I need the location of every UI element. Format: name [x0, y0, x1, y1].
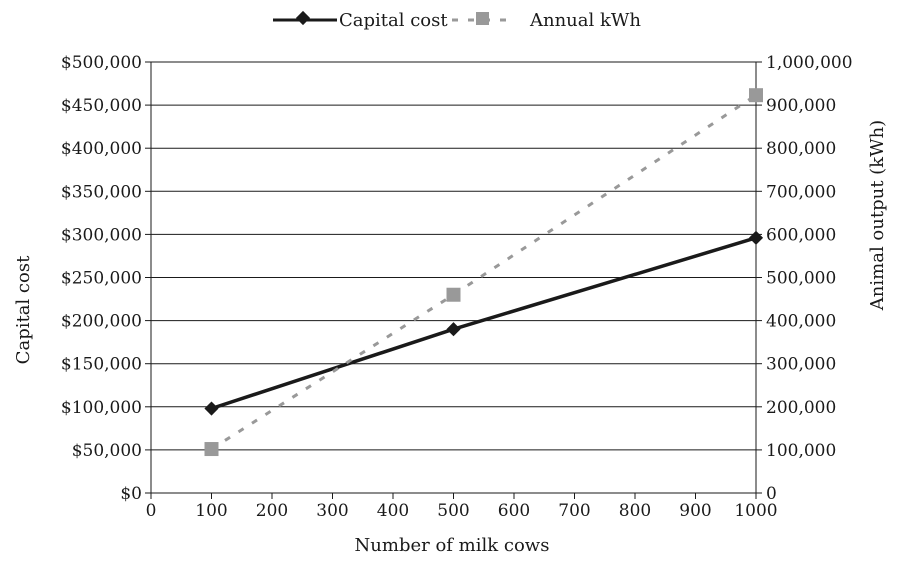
data-point-annual-kwh — [749, 88, 763, 103]
data-point-annual-kwh — [204, 442, 219, 457]
y-right-tick-label: 700,000 — [766, 182, 836, 202]
y-right-tick-labels: 0 100,000 200,000 300,000 400,000 500,000 600,… — [766, 53, 853, 504]
x-tick-labels: 0 100 200 300 400 500 600 700 800 900 1000 — [146, 501, 778, 521]
legend-annual-kwh-marker — [476, 12, 489, 25]
gridlines — [151, 61, 756, 451]
legend: Capital cost Annual kWh — [273, 10, 641, 31]
axes — [145, 61, 762, 499]
x-tick-label: 700 — [558, 501, 590, 521]
y-right-tick-label: 400,000 — [766, 312, 836, 332]
y-left-tick-label: $250,000 — [61, 269, 142, 289]
y-left-tick-label: $450,000 — [61, 96, 142, 116]
data-point-capital-cost — [748, 230, 764, 245]
y-right-tick-label: 0 — [766, 484, 777, 504]
x-axis-title: Number of milk cows — [355, 535, 550, 556]
x-tick-label: 200 — [256, 501, 288, 521]
y-right-tick-label: 600,000 — [766, 225, 836, 245]
x-tick-label: 300 — [316, 501, 348, 521]
y-left-tick-label: $200,000 — [61, 312, 142, 332]
x-tick-label: 900 — [679, 501, 711, 521]
series-layer — [204, 88, 764, 457]
y-right-tick-label: 100,000 — [766, 441, 836, 461]
data-point-capital-cost — [446, 322, 461, 337]
legend-annual-kwh-label: Annual kWh — [529, 10, 641, 31]
y-right-axis-title: Animal output (kWh) — [867, 120, 888, 311]
x-tick-label: 800 — [619, 501, 651, 521]
x-tick-label: 400 — [377, 501, 409, 521]
legend-capital-cost-marker — [295, 10, 311, 26]
y-left-tick-label: $350,000 — [61, 182, 142, 202]
y-right-tick-label: 300,000 — [766, 355, 836, 375]
legend-capital-cost-label: Capital cost — [339, 10, 448, 31]
y-right-tick-label: 200,000 — [766, 398, 836, 418]
data-point-capital-cost — [204, 401, 219, 416]
x-tick-label: 1000 — [734, 501, 777, 521]
y-right-tick-label: 900,000 — [766, 96, 836, 116]
y-left-tick-label: $100,000 — [61, 398, 142, 418]
y-right-tick-label: 500,000 — [766, 269, 836, 289]
x-tick-label: 600 — [498, 501, 530, 521]
series-line-annual-kwh — [210, 93, 757, 451]
y-left-tick-label: $500,000 — [61, 53, 142, 73]
series-line-capital-cost — [210, 236, 757, 411]
y-left-tick-label: $0 — [120, 484, 142, 504]
data-point-annual-kwh — [446, 287, 461, 302]
y-left-axis-title: Capital cost — [13, 255, 34, 364]
y-left-tick-label: $300,000 — [61, 225, 142, 245]
x-tick-label: 0 — [146, 501, 157, 521]
y-left-tick-label: $50,000 — [72, 441, 142, 461]
y-left-tick-label: $150,000 — [61, 355, 142, 375]
x-tick-label: 100 — [195, 501, 227, 521]
y-left-tick-label: $400,000 — [61, 139, 142, 159]
y-right-tick-label: 800,000 — [766, 139, 836, 159]
x-tick-label: 500 — [437, 501, 469, 521]
y-right-tick-label: 1,000,000 — [766, 53, 853, 73]
y-left-tick-labels: $0 $50,000 $100,000 $150,000 $200,000 $250,00… — [61, 53, 142, 504]
